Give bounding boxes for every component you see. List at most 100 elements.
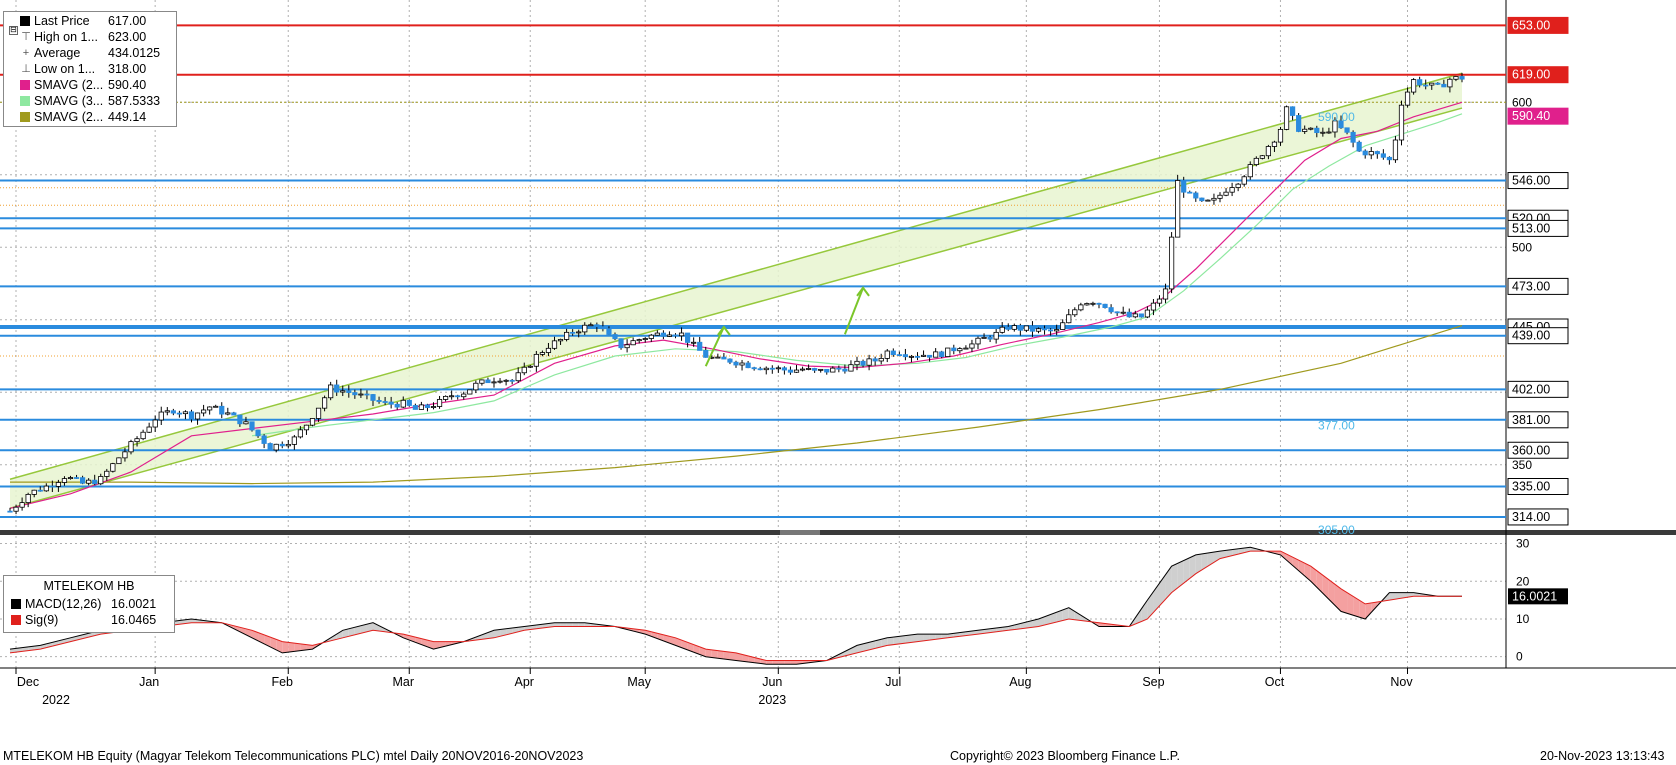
macd-fill <box>917 634 924 642</box>
candle-body <box>527 365 533 368</box>
macd-fill <box>475 634 482 641</box>
macd-fill <box>354 625 361 635</box>
macd-fill <box>941 634 948 639</box>
macd-fill <box>554 622 561 627</box>
candle-body <box>1296 115 1302 132</box>
macd-fill <box>1207 552 1214 567</box>
candle-body <box>564 331 570 340</box>
candle-body <box>503 379 509 382</box>
candle-body <box>715 356 721 359</box>
macd-fill <box>905 634 912 644</box>
macd-fill <box>379 625 386 632</box>
macd-fill <box>778 660 785 665</box>
candle-body <box>55 482 62 487</box>
channel-lower <box>9 107 1463 509</box>
macd-fill <box>881 637 888 647</box>
candle-body <box>515 372 521 382</box>
candle-body <box>1011 325 1017 330</box>
candle-body <box>793 369 800 373</box>
macd-fill <box>1359 600 1366 619</box>
macd-fill <box>844 648 851 656</box>
macd-fill <box>1232 548 1239 556</box>
candle-body <box>213 405 219 408</box>
candle-body <box>1187 191 1193 194</box>
macd-fill <box>669 636 676 646</box>
legend-series-name: Last Price <box>34 14 90 28</box>
macd-fill <box>1002 626 1009 632</box>
macd-fill <box>978 629 985 635</box>
level-badge-box <box>1507 277 1569 295</box>
candle-body <box>1211 197 1217 201</box>
candle-body <box>1229 187 1235 193</box>
x-month-label: Apr <box>515 675 534 689</box>
candle-body <box>7 510 13 513</box>
candle-body <box>49 485 55 488</box>
candle-body <box>1235 183 1241 188</box>
candle-body <box>1386 156 1392 161</box>
macd-fill <box>1159 574 1166 606</box>
candle-body <box>509 379 515 382</box>
candle-body <box>1072 309 1078 316</box>
macd-fill <box>1365 602 1372 619</box>
macd-fill <box>875 639 882 649</box>
macd-fill <box>1177 560 1184 588</box>
candle-body <box>13 506 19 512</box>
main-legend-row: SMAVG (2... 449.14 <box>6 109 174 125</box>
collapse-icon[interactable]: ⊟ <box>9 25 18 35</box>
level-badge: 314.00 <box>1512 510 1550 524</box>
level-badge: 653.00 <box>1512 18 1550 32</box>
candle-body <box>751 367 757 370</box>
legend-series-value: 16.0021 <box>111 597 157 611</box>
candle-body <box>152 419 158 428</box>
value-badge: 590.40 <box>1512 109 1550 123</box>
main-legend: ⊟ Last Price 617.00 ⊤ High on 1... 623.00 + Av… <box>3 11 177 127</box>
candle-body <box>920 354 927 357</box>
annotation-arrows <box>704 286 870 367</box>
candle-body <box>37 489 43 492</box>
legend-swatch <box>11 615 21 625</box>
candle-body <box>1302 128 1308 132</box>
candle-body <box>703 350 709 358</box>
macd-fill <box>306 644 313 650</box>
macd-fill <box>342 628 349 638</box>
macd-fill <box>742 654 749 662</box>
candle-body <box>757 368 763 371</box>
macd-fill <box>1056 609 1063 622</box>
candle-body <box>110 463 116 472</box>
candle-body <box>255 429 261 437</box>
candle-body <box>672 334 679 337</box>
candle-body <box>225 412 231 415</box>
candle-body <box>775 367 781 370</box>
macd-fill <box>1189 554 1196 579</box>
candle-body <box>957 348 963 352</box>
candle-body <box>1411 79 1417 93</box>
x-month-label: Aug <box>1009 675 1031 689</box>
macd-fill <box>34 645 41 650</box>
candle-body <box>836 367 842 370</box>
candle-body <box>1078 304 1084 311</box>
macd-fill <box>990 628 997 633</box>
candle-body <box>1435 82 1441 85</box>
inline-level-label: 590.00 <box>1318 110 1355 124</box>
macd-fill <box>1032 618 1039 628</box>
macd-fill <box>366 622 373 632</box>
candle-body <box>1029 325 1036 332</box>
candle-body <box>1241 176 1247 185</box>
candle-body <box>1181 180 1187 193</box>
candle-body <box>600 326 606 330</box>
candle-body <box>207 406 213 411</box>
candle-body <box>951 347 957 352</box>
candle-body <box>303 424 310 431</box>
candle-body <box>1108 307 1114 313</box>
candle-body <box>170 410 176 414</box>
legend-series-name: Average <box>34 46 81 60</box>
candle-body <box>745 362 751 369</box>
candle-body <box>866 358 872 366</box>
candle-body <box>1223 191 1229 196</box>
legend-swatch <box>11 599 21 609</box>
candle-body <box>182 411 189 415</box>
macd-fill <box>1401 592 1408 599</box>
candle-body <box>194 412 201 420</box>
inline-level-label: 377.00 <box>1318 419 1355 433</box>
macd-fill <box>360 624 367 634</box>
